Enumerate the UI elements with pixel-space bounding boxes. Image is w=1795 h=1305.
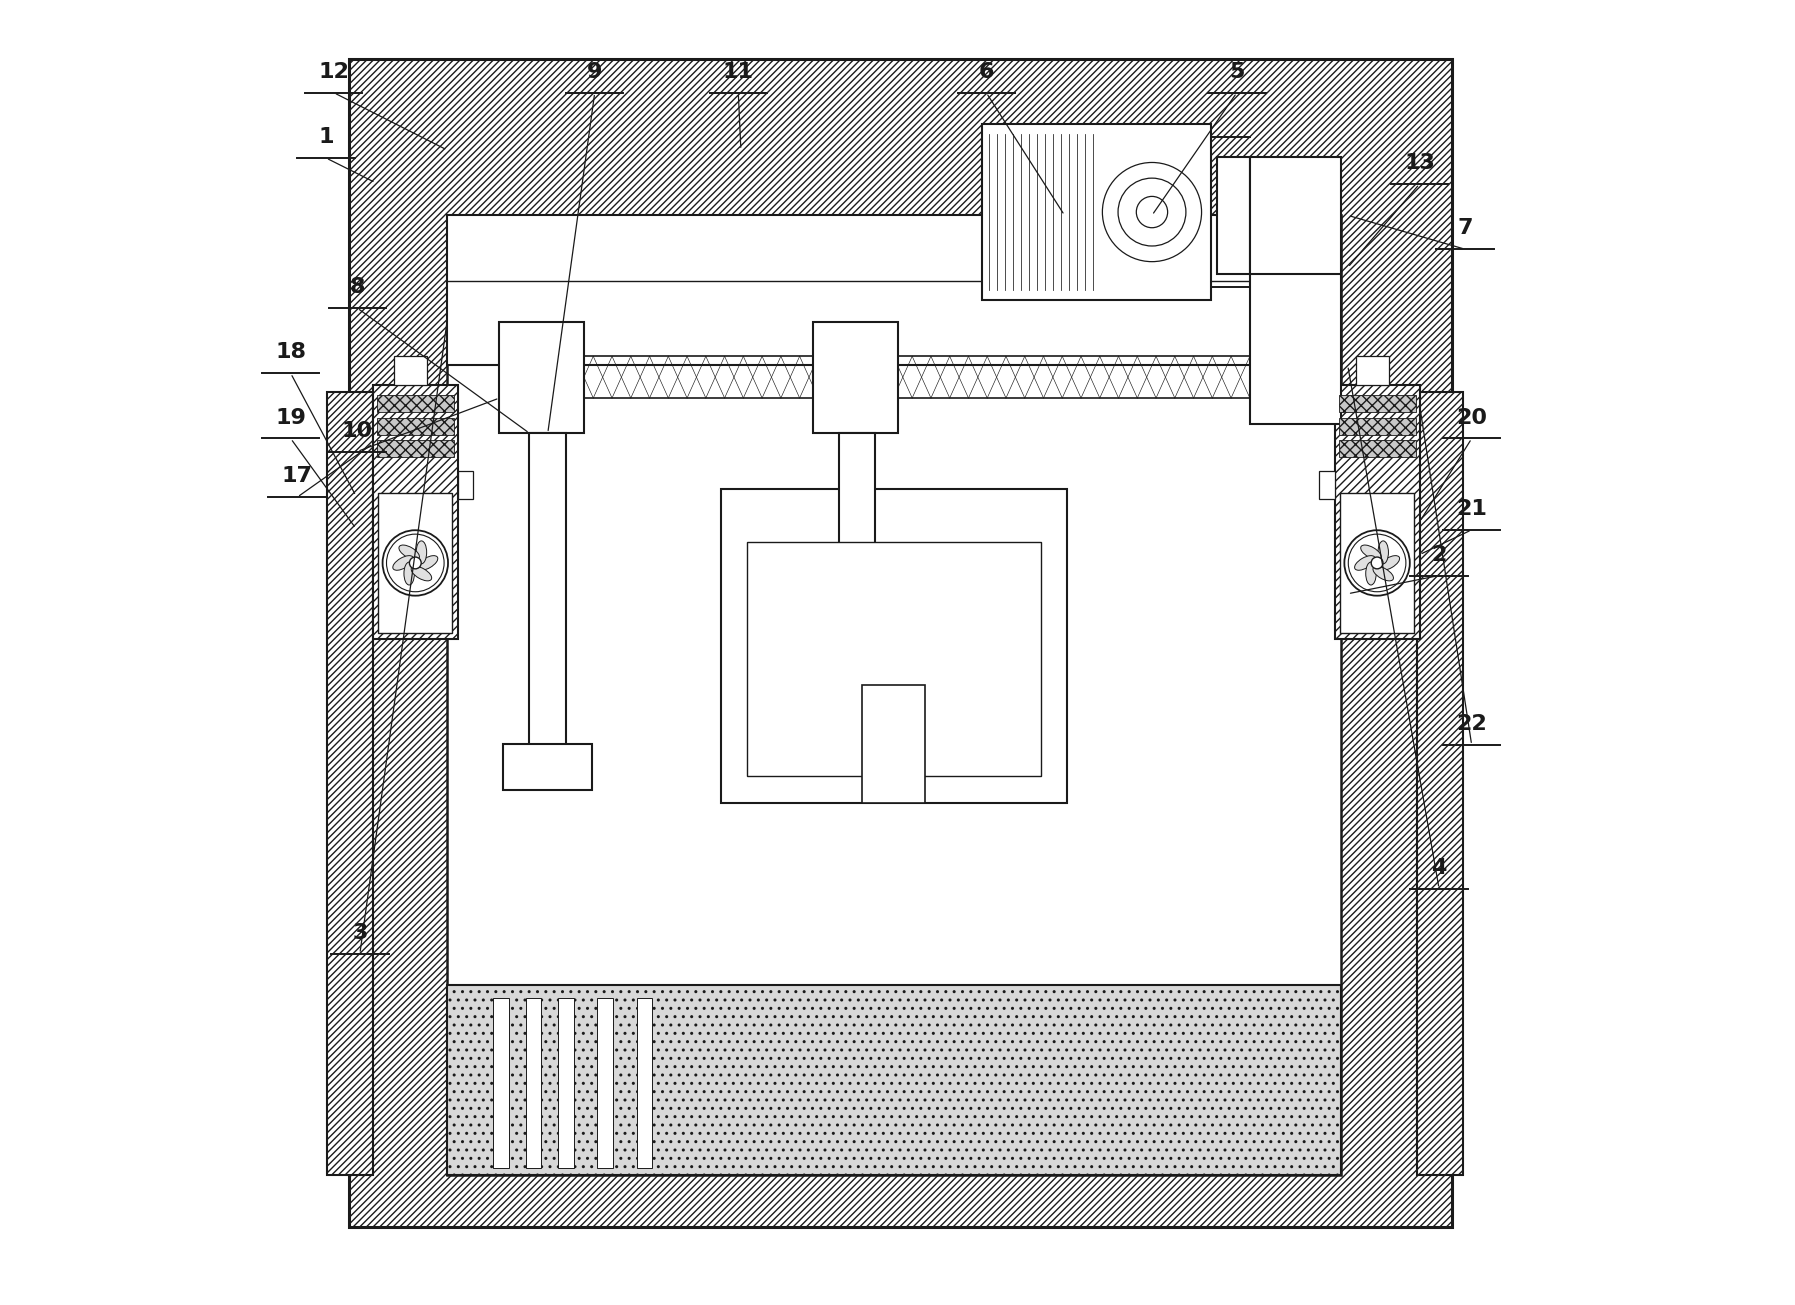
Bar [1335, 385, 1420, 639]
Bar [377, 440, 454, 457]
Bar [1319, 471, 1335, 500]
Bar [499, 322, 585, 433]
Bar [395, 356, 427, 385]
Text: 20: 20 [1456, 407, 1488, 428]
Text: 4: 4 [1431, 857, 1447, 878]
Bar [637, 998, 652, 1168]
Ellipse shape [1379, 556, 1400, 570]
Bar [447, 215, 1341, 1174]
Bar [747, 542, 1041, 776]
Text: 3: 3 [352, 923, 368, 944]
Bar [1339, 440, 1416, 457]
Circle shape [382, 530, 449, 595]
Text: 17: 17 [282, 466, 312, 487]
Text: 21: 21 [1456, 499, 1486, 519]
Bar [377, 395, 454, 412]
Bar [558, 998, 574, 1168]
Text: 18: 18 [275, 342, 307, 363]
Bar [1416, 392, 1463, 1174]
Bar [503, 744, 592, 790]
Text: 8: 8 [350, 277, 364, 298]
Bar [327, 392, 373, 1174]
Ellipse shape [393, 556, 413, 570]
Text: 9: 9 [587, 61, 603, 82]
Text: 2: 2 [1431, 544, 1447, 565]
Bar [598, 998, 614, 1168]
Bar [350, 59, 1452, 1227]
Text: 13: 13 [1404, 153, 1434, 174]
Bar [1249, 215, 1341, 424]
Text: 10: 10 [341, 420, 373, 441]
Circle shape [409, 557, 422, 569]
Bar [494, 998, 508, 1168]
Bar [982, 124, 1210, 300]
Ellipse shape [411, 566, 431, 581]
Bar [1339, 395, 1416, 412]
Bar [862, 685, 924, 803]
Ellipse shape [404, 562, 415, 585]
Bar [1339, 493, 1414, 633]
Bar [530, 433, 565, 757]
Text: 12: 12 [318, 61, 350, 82]
Text: 5: 5 [1230, 61, 1244, 82]
Ellipse shape [1366, 562, 1377, 585]
Circle shape [1344, 530, 1409, 595]
Text: 7: 7 [1458, 218, 1474, 239]
Bar [722, 489, 1068, 803]
Bar [1355, 356, 1389, 385]
Bar [838, 433, 876, 613]
Bar [447, 215, 1341, 365]
Bar [1217, 157, 1249, 274]
Bar [379, 493, 452, 633]
Bar [377, 418, 454, 435]
Ellipse shape [416, 540, 427, 564]
Text: 1: 1 [318, 127, 334, 147]
Text: 6: 6 [978, 61, 994, 82]
Bar [373, 385, 458, 639]
Bar [447, 985, 1341, 1174]
Text: 11: 11 [723, 61, 754, 82]
Bar [1339, 418, 1416, 435]
Ellipse shape [1355, 556, 1375, 570]
Bar [458, 471, 474, 500]
Circle shape [1371, 557, 1382, 569]
Bar [813, 322, 898, 433]
Ellipse shape [1361, 545, 1380, 560]
Ellipse shape [398, 545, 420, 560]
Text: 22: 22 [1456, 714, 1486, 735]
Bar [1249, 157, 1341, 274]
Bar [526, 998, 542, 1168]
Ellipse shape [1373, 566, 1393, 581]
Text: 19: 19 [275, 407, 307, 428]
Ellipse shape [416, 556, 438, 570]
Bar [817, 600, 905, 646]
Ellipse shape [1379, 540, 1389, 564]
